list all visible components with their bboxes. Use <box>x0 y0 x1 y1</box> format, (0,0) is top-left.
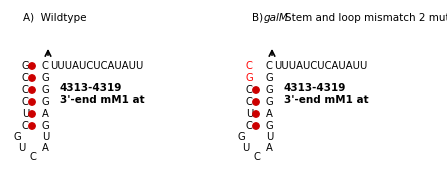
Text: UUUAUCUCAUAUU: UUUAUCUCAUAUU <box>50 61 143 71</box>
Text: G: G <box>42 97 50 107</box>
Text: A: A <box>42 143 49 153</box>
Text: galM: galM <box>264 13 289 23</box>
Circle shape <box>29 63 35 69</box>
Text: C: C <box>22 97 29 107</box>
Text: G: G <box>246 73 254 83</box>
Circle shape <box>29 75 35 81</box>
Text: C: C <box>42 61 49 71</box>
Text: A)  Wildtype: A) Wildtype <box>23 13 87 23</box>
Text: U: U <box>266 132 274 142</box>
Circle shape <box>253 123 259 129</box>
Text: G: G <box>42 121 50 131</box>
Text: G: G <box>266 97 274 107</box>
Text: A: A <box>266 109 273 119</box>
Circle shape <box>29 111 35 117</box>
Text: C: C <box>254 152 261 162</box>
Text: G: G <box>42 73 50 83</box>
Text: C: C <box>246 121 253 131</box>
Text: G: G <box>13 132 21 142</box>
Text: G: G <box>266 121 274 131</box>
Circle shape <box>253 99 259 105</box>
Text: G: G <box>42 85 50 95</box>
Text: U: U <box>18 143 25 153</box>
Circle shape <box>29 87 35 93</box>
Text: 4313-4319: 4313-4319 <box>60 83 122 93</box>
Text: C: C <box>266 61 273 71</box>
Circle shape <box>29 123 35 129</box>
Text: G: G <box>237 132 245 142</box>
Text: UUUAUCUCAUAUU: UUUAUCUCAUAUU <box>274 61 367 71</box>
Text: G: G <box>22 61 30 71</box>
Circle shape <box>253 111 259 117</box>
Text: G: G <box>266 85 274 95</box>
Text: C: C <box>30 152 37 162</box>
Text: A: A <box>266 143 273 153</box>
Text: A: A <box>42 109 49 119</box>
Text: Stem and loop mismatch 2 mutant: Stem and loop mismatch 2 mutant <box>285 13 447 23</box>
Text: C: C <box>22 73 29 83</box>
Text: U: U <box>42 132 49 142</box>
Text: C: C <box>246 61 253 71</box>
Text: G: G <box>266 73 274 83</box>
Text: C: C <box>22 85 29 95</box>
Text: C: C <box>246 85 253 95</box>
Text: 3'-end mM1 at: 3'-end mM1 at <box>60 95 145 105</box>
Text: 3'-end mM1 at: 3'-end mM1 at <box>284 95 369 105</box>
Text: U: U <box>22 109 30 119</box>
Text: B): B) <box>252 13 266 23</box>
Text: U: U <box>242 143 249 153</box>
Text: U: U <box>246 109 253 119</box>
Circle shape <box>253 87 259 93</box>
Text: C: C <box>22 121 29 131</box>
Text: C: C <box>246 97 253 107</box>
Circle shape <box>29 99 35 105</box>
Text: 4313-4319: 4313-4319 <box>284 83 346 93</box>
